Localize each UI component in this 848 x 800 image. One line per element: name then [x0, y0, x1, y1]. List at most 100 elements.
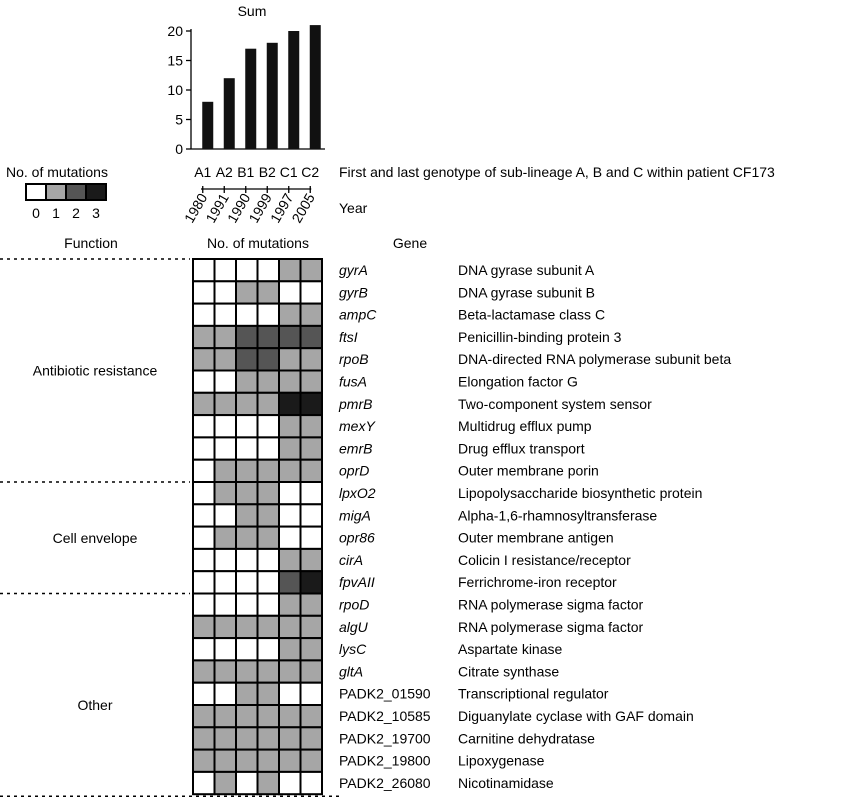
heatmap-cell	[278, 458, 302, 484]
heatmap-cell	[213, 770, 237, 796]
heatmap-cell	[213, 547, 237, 573]
gene-name: gyrB	[339, 284, 368, 300]
heatmap-cell	[256, 614, 280, 640]
gene-name: gyrA	[339, 262, 368, 278]
heatmap-cell	[256, 770, 280, 796]
gene-name: gltA	[339, 663, 363, 679]
legend-label: 0	[32, 205, 40, 221]
bars	[202, 25, 321, 150]
gene-description: Transcriptional regulator	[458, 686, 609, 702]
gene-name: PADK2_19700	[339, 730, 431, 746]
heatmap-cell	[278, 770, 302, 796]
heatmap-cell	[256, 391, 280, 417]
heatmap-cell	[278, 302, 302, 327]
heatmap-cell	[278, 414, 302, 439]
bar-C2	[309, 25, 321, 150]
function-header: Function	[64, 235, 118, 251]
gene-name: fpvAII	[339, 574, 375, 590]
gene-name: mexY	[339, 418, 376, 434]
heatmap-cell	[213, 347, 237, 372]
heatmap-cell	[235, 391, 259, 417]
x-category-label: B2	[259, 164, 276, 180]
heatmap-cell	[299, 302, 323, 327]
heatmap-cell	[235, 481, 259, 506]
heatmap-cell	[192, 503, 216, 528]
heatmap-cell	[192, 681, 216, 707]
heatmap-cell	[299, 681, 323, 707]
heatmap-cell	[235, 458, 259, 484]
heatmap-cell	[192, 637, 216, 662]
function-groups: Antibiotic resistance Cell envelope Other	[0, 258, 340, 797]
gene-name: oprD	[339, 463, 369, 479]
heatmap-cell	[213, 681, 237, 707]
heatmap-cell	[192, 324, 216, 350]
heatmap-cell	[278, 681, 302, 707]
heatmap-cell	[256, 302, 280, 327]
bar-chart-title: Sum	[238, 3, 267, 19]
heatmap-cell	[192, 770, 216, 796]
gene-description: Beta-lactamase class C	[458, 307, 605, 323]
heatmap-cell	[235, 637, 259, 662]
gene-name: algU	[339, 619, 369, 635]
gene-name: rpoD	[339, 597, 369, 613]
legend-label: 2	[72, 205, 80, 221]
heatmap-cell	[256, 280, 280, 305]
heatmap-cell	[299, 347, 323, 372]
heatmap-cell	[192, 369, 216, 394]
heatmap-cell	[299, 570, 323, 595]
heatmap-cell	[235, 503, 259, 528]
heatmap-cell	[192, 280, 216, 305]
bar-A1	[202, 101, 214, 149]
bar-y-ticks: 0 5 10 15 20	[167, 23, 191, 157]
legend-swatch-0	[25, 183, 47, 201]
gene-name: migA	[339, 507, 371, 523]
heatmap-cell	[278, 726, 302, 751]
heatmap-cell	[299, 369, 323, 394]
heatmap-cell	[213, 258, 237, 283]
category-caption: First and last genotype of sub-lineage A…	[339, 164, 775, 180]
heatmap-cell	[299, 704, 323, 729]
heatmap-cell	[235, 369, 259, 394]
heatmap-cell	[235, 414, 259, 439]
heatmap-cell	[235, 324, 259, 350]
heatmap-cell	[256, 681, 280, 707]
gene-description: RNA polymerase sigma factor	[458, 619, 644, 635]
heatmap-cell	[192, 547, 216, 573]
heatmap-cell	[192, 347, 216, 372]
heatmap-cell	[213, 302, 237, 327]
heatmap-cell	[256, 324, 280, 350]
heatmap-cell	[192, 748, 216, 773]
heatmap-cell	[235, 659, 259, 684]
gene-description: Diguanylate cyclase with GAF domain	[458, 708, 694, 724]
gene-description: RNA polymerase sigma factor	[458, 597, 644, 613]
legend-title: No. of mutations	[6, 164, 108, 180]
heatmap-cell	[192, 391, 216, 417]
gene-name: rpoB	[339, 351, 369, 367]
heatmap	[192, 258, 323, 796]
heatmap-cell	[213, 391, 237, 417]
gene-name: PADK2_10585	[339, 708, 431, 724]
gene-name: pmrB	[338, 396, 372, 412]
heatmap-cell	[299, 614, 323, 640]
heatmap-cell	[213, 481, 237, 506]
heatmap-cell	[213, 324, 237, 350]
heatmap-cell	[213, 503, 237, 528]
gene-name: cirA	[339, 552, 363, 568]
heatmap-cell	[213, 369, 237, 394]
gene-name: PADK2_01590	[339, 686, 431, 702]
heatmap-cell	[192, 704, 216, 729]
heatmap-cell	[299, 637, 323, 662]
heatmap-cell	[278, 280, 302, 305]
heatmap-cell	[299, 258, 323, 283]
heatmap-cell	[299, 414, 323, 439]
heatmap-cell	[235, 302, 259, 327]
gene-name: PADK2_26080	[339, 775, 431, 791]
mutations-header: No. of mutations	[207, 235, 309, 251]
heatmap-cell	[192, 614, 216, 640]
heatmap-cell	[213, 614, 237, 640]
heatmap-cell	[278, 481, 302, 506]
heatmap-cell	[299, 525, 323, 550]
legend-swatch-3	[85, 183, 107, 201]
